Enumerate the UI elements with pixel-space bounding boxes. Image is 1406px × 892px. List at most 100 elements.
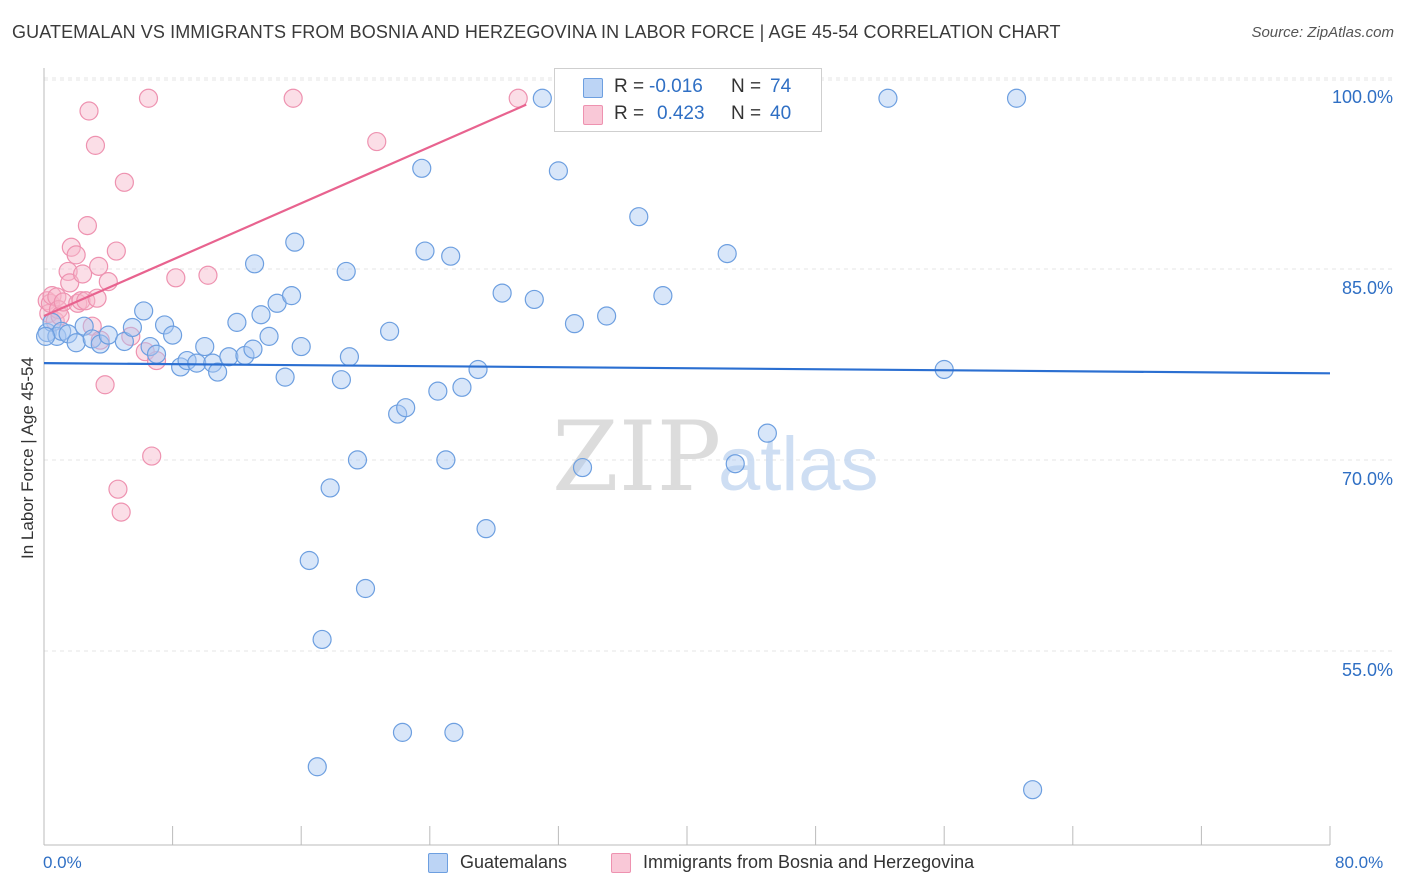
legend-n-label: N = [731,76,762,97]
guatemalan-point [243,339,263,359]
bosnia-trendline [43,103,527,318]
guatemalan-point [312,629,332,650]
guatemalan-point [878,88,898,108]
bosnia-point [72,264,93,284]
bosnia-point [166,268,186,288]
guatemalan-trendline [43,362,1331,375]
legend-n-value: 40 [770,103,792,124]
legend-r-value: 0.423 [657,103,705,124]
guatemalan-point [187,353,207,373]
guatemalan-point [1023,780,1043,800]
legend-swatch-pink [611,853,631,873]
guatemalan-point [208,362,228,382]
guatemalan-point [163,325,183,345]
bosnia-point [142,446,162,466]
guatemalan-point [320,478,340,498]
legend-swatch-blue [583,78,603,98]
legend-swatch-pink [583,105,603,125]
guatemalan-point [532,88,552,108]
guatemalan-point [251,305,271,325]
guatemalan-point [757,423,777,443]
guatemalan-point [653,286,673,306]
x-tick-label-min: 0.0% [43,853,82,872]
legend-n-value: 74 [770,76,792,97]
x-tick-label-max: 80.0% [1335,853,1384,872]
guatemalan-point [452,377,472,397]
guatemalan-point [98,325,118,345]
bosnia-point [108,479,128,499]
bosnia-points [37,88,528,522]
guatemalan-point [347,450,368,470]
guatemalan-point [444,722,464,742]
guatemalan-point [415,241,435,261]
guatemalan-point [299,550,319,571]
y-tick-label: 70.0% [1342,469,1393,489]
guatemalan-point [336,261,356,282]
guatemalan-point [140,336,160,357]
guatemalan-point [259,326,279,346]
legend-swatch-blue [428,853,448,873]
guatemalan-point [392,722,413,742]
bosnia-point [106,241,126,261]
guatemalan-point [396,398,416,418]
guatemalan-point [134,301,154,321]
legend-r-label: R = [614,76,645,97]
guatemalan-point [291,336,311,357]
guatemalan-point [244,254,265,274]
guatemalan-point [307,757,327,777]
bosnia-point [95,375,115,395]
stats-legend: R = -0.016 N = 74 R = 0.423 N = 40 [554,68,822,132]
chart-title: GUATEMALAN VS IMMIGRANTS FROM BOSNIA AND… [12,22,1061,42]
guatemalan-point [355,578,376,599]
guatemalan-point [725,454,745,474]
guatemalan-point [1006,88,1027,108]
guatemalan-point [564,314,585,334]
bosnia-point [114,172,134,192]
guatemalan-point [548,161,569,181]
guatemalan-point [629,207,649,227]
y-axis-label: In Labor Force | Age 45-54 [18,357,37,559]
bosnia-point [66,245,86,265]
guatemalan-point [597,306,617,326]
watermark-zip: ZIP [552,401,721,513]
guatemalan-point [66,333,86,353]
guatemalan-point [492,283,512,303]
y-tick-labels: 100.0% 85.0% 70.0% 55.0% [1332,87,1393,680]
guatemalan-point [428,381,448,401]
guatemalan-point [275,367,295,387]
guatemalan-point [331,370,351,390]
bosnia-point [85,135,106,155]
y-tick-label: 85.0% [1342,278,1393,298]
bosnia-point [79,101,99,121]
guatemalan-point [468,359,488,380]
legend-n-label: N = [731,103,762,124]
trendlines [43,103,1331,375]
guatemalan-point [146,344,167,364]
guatemalan-point [154,315,175,335]
guatemalan-point [524,289,544,310]
guatemalan-point [572,457,593,478]
source-credit: Source: ZipAtlas.com [1251,24,1394,41]
y-tick-label: 100.0% [1332,87,1393,107]
legend-r-value: -0.016 [649,76,703,97]
bosnia-point [198,265,218,285]
bosnia-point [138,88,159,108]
bosnia-point [89,256,109,276]
guatemalan-point [219,347,239,367]
guatemalan-point [122,317,143,338]
guatemalan-point [441,246,461,266]
bosnia-point [283,88,303,108]
guatemalan-points [36,88,1043,800]
guatemalan-point [36,326,56,346]
guatemalan-point [227,312,247,332]
legend-r-label: R = [614,103,645,124]
legend-label: Guatemalans [460,852,568,872]
guatemalan-point [476,519,496,539]
guatemalan-point [436,450,456,470]
legend-label: Immigrants from Bosnia and Herzegovina [643,852,975,872]
bosnia-point [77,216,98,236]
guatemalan-point [195,336,215,357]
guatemalan-point [412,158,432,178]
guatemalan-point [285,232,305,252]
